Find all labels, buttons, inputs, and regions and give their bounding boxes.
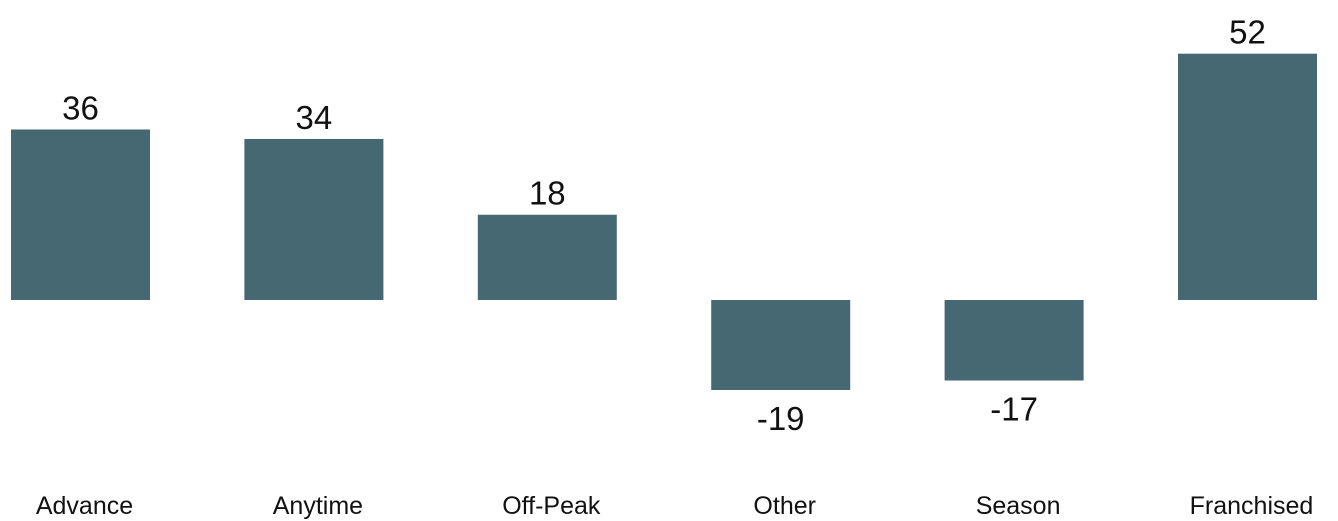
x-tick-label: Anytime	[273, 492, 363, 520]
value-label: 52	[1229, 14, 1266, 51]
x-tick-label: Off-Peak	[502, 492, 601, 520]
bar	[244, 138, 384, 300]
value-label: -17	[990, 391, 1038, 428]
x-tick-label: Season	[976, 492, 1061, 520]
value-label: 36	[62, 89, 99, 126]
bar	[1178, 53, 1317, 301]
bar	[477, 214, 617, 300]
value-label: 34	[296, 99, 333, 136]
bar	[711, 300, 851, 390]
value-label: -19	[757, 400, 805, 437]
value-label: 18	[529, 175, 566, 212]
x-tick-label: Franchised	[1190, 492, 1314, 520]
bar	[11, 129, 150, 300]
x-tick-label: Advance	[36, 492, 133, 520]
bar	[944, 300, 1084, 381]
x-tick-label: Other	[753, 492, 816, 520]
